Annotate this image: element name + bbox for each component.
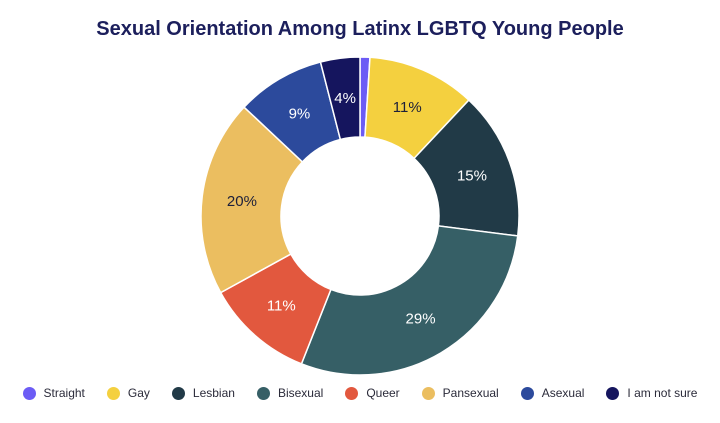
legend-label-pansexual: Pansexual bbox=[442, 386, 499, 400]
legend-swatch-pansexual bbox=[421, 386, 435, 400]
legend-item-asexual[interactable]: Asexual bbox=[520, 386, 585, 400]
chart-legend: Straight Gay Lesbian Bisexual Queer Pansexual… bbox=[0, 386, 720, 400]
data-label-asexual: 9% bbox=[289, 106, 311, 123]
data-label-gay: 11% bbox=[393, 99, 422, 116]
legend-swatch-bisexual bbox=[256, 386, 270, 400]
legend-label-lesbian: Lesbian bbox=[192, 386, 235, 400]
legend-label-gay: Gay bbox=[127, 386, 150, 400]
donut-chart: 11% 15% 29% 11% 20% 9% 4% bbox=[200, 56, 520, 376]
slice-bisexual[interactable] bbox=[300, 225, 519, 376]
legend-item-gay[interactable]: Gay bbox=[106, 386, 150, 400]
legend-item-lesbian[interactable]: Lesbian bbox=[171, 386, 235, 400]
legend-swatch-queer bbox=[345, 386, 359, 400]
legend-swatch-straight bbox=[22, 386, 36, 400]
legend-label-queer: Queer bbox=[366, 386, 400, 400]
legend-item-i-am-not-sure[interactable]: I am not sure bbox=[606, 386, 697, 400]
legend-swatch-i-am-not-sure bbox=[606, 386, 620, 400]
legend-label-i-am-not-sure: I am not sure bbox=[627, 386, 698, 400]
chart-title: Sexual Orientation Among Latinx LGBTQ Yo… bbox=[96, 18, 624, 40]
legend-swatch-asexual bbox=[520, 386, 534, 400]
legend-swatch-lesbian bbox=[171, 386, 185, 400]
legend-label-straight: Straight bbox=[43, 386, 85, 400]
legend-item-queer[interactable]: Queer bbox=[345, 386, 400, 400]
data-label-i-am-not-sure: 4% bbox=[334, 90, 356, 107]
data-label-pansexual: 20% bbox=[227, 193, 257, 210]
legend-item-pansexual[interactable]: Pansexual bbox=[421, 386, 499, 400]
legend-label-asexual: Asexual bbox=[541, 386, 585, 400]
slice-pansexual[interactable] bbox=[200, 106, 304, 294]
legend-item-bisexual[interactable]: Bisexual bbox=[256, 386, 324, 400]
legend-label-bisexual: Bisexual bbox=[277, 386, 324, 400]
data-label-lesbian: 15% bbox=[457, 168, 487, 185]
legend-item-straight[interactable]: Straight bbox=[22, 386, 85, 400]
data-label-queer: 11% bbox=[267, 297, 296, 314]
legend-swatch-gay bbox=[106, 386, 120, 400]
slice-i-am-not-sure[interactable] bbox=[319, 56, 361, 141]
data-label-bisexual: 29% bbox=[406, 310, 436, 327]
